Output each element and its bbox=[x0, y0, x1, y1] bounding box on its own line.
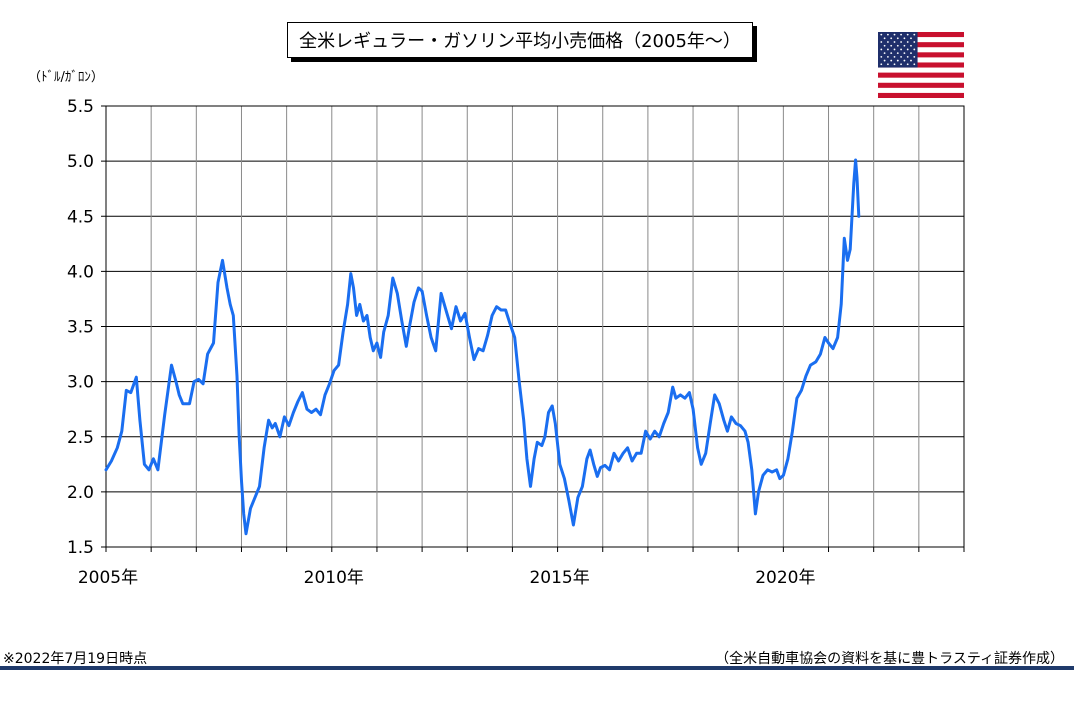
y-tick-label: 5.5 bbox=[67, 97, 94, 117]
flag-star bbox=[913, 33, 916, 36]
axes bbox=[101, 105, 965, 552]
x-tick-label: 2010年 bbox=[304, 568, 364, 588]
y-tick-label: 4.5 bbox=[67, 207, 94, 227]
flag-star bbox=[890, 52, 893, 55]
flag-stripe bbox=[878, 82, 964, 88]
flag-star bbox=[887, 48, 889, 51]
x-tick-label: 2005年 bbox=[78, 568, 138, 588]
flag-star bbox=[893, 55, 896, 58]
y-tick-label: 2.0 bbox=[67, 483, 94, 503]
flag-star bbox=[883, 59, 886, 62]
flag-stripe bbox=[878, 42, 964, 48]
flag-star bbox=[913, 63, 916, 66]
flag-star bbox=[887, 41, 889, 43]
line-chart: 1.5 2.0 2.5 3.0 3.5 4.0 4.5 5.0 5.5 2005年 2010年 201… bbox=[67, 97, 965, 588]
flag-star bbox=[893, 63, 896, 66]
flag-star bbox=[890, 44, 893, 47]
flag-star bbox=[893, 41, 896, 43]
flag-star bbox=[900, 48, 902, 51]
gasoline-price-line bbox=[104, 158, 861, 536]
x-tick-label: 2015年 bbox=[529, 568, 589, 588]
flag-stripe bbox=[878, 62, 964, 68]
y-tick-label: 3.0 bbox=[67, 373, 94, 393]
flag-star bbox=[906, 41, 909, 43]
flag-stripe bbox=[878, 52, 964, 58]
y-tick-label: 2.5 bbox=[67, 428, 94, 448]
flag-star bbox=[896, 59, 899, 62]
flag-star bbox=[896, 37, 899, 40]
flag-star bbox=[910, 44, 912, 47]
chart-title: 全米レギュラー・ガソリン平均小売価格（2005年～） bbox=[287, 22, 753, 58]
flag-star bbox=[880, 55, 883, 58]
flag-star bbox=[900, 41, 902, 43]
date-footnote: ※2022年7月19日時点 bbox=[3, 651, 148, 667]
flag-star bbox=[900, 55, 902, 58]
flag-star bbox=[887, 63, 889, 66]
flag-star bbox=[883, 52, 886, 55]
flag-star bbox=[893, 33, 896, 36]
flag-star bbox=[910, 52, 912, 55]
flag-star bbox=[880, 48, 883, 51]
flag-star bbox=[883, 37, 886, 40]
flag-star bbox=[910, 59, 912, 62]
flag-star bbox=[903, 37, 906, 40]
flag-star bbox=[893, 48, 896, 51]
flag-star bbox=[913, 55, 916, 58]
flag-star bbox=[880, 63, 883, 66]
flag-star bbox=[887, 55, 889, 58]
flag-stripe bbox=[878, 32, 964, 38]
x-tick-label: 2020年 bbox=[755, 568, 815, 588]
y-tick-label: 3.5 bbox=[67, 318, 94, 338]
flag-star bbox=[896, 52, 899, 55]
y-tick-label: 5.0 bbox=[67, 152, 94, 172]
flag-star bbox=[903, 59, 906, 62]
flag-star bbox=[913, 41, 916, 43]
y-axis-unit-label: （ﾄﾞﾙ/ｶﾞﾛﾝ） bbox=[28, 70, 104, 85]
flag-star bbox=[903, 52, 906, 55]
tick-labels: 1.5 2.0 2.5 3.0 3.5 4.0 4.5 5.0 5.5 2005年 2010年 201… bbox=[67, 97, 816, 588]
flag-star bbox=[906, 55, 909, 58]
flag-star bbox=[887, 33, 889, 36]
flag-stripe bbox=[878, 72, 964, 78]
y-tick-label: 4.0 bbox=[67, 262, 94, 282]
source-footnote: （全米自動車協会の資料を基に豊トラスティ証券作成） bbox=[715, 651, 1064, 667]
bottom-divider bbox=[0, 666, 1074, 670]
flag-star bbox=[880, 41, 883, 43]
flag-star bbox=[903, 44, 906, 47]
flag-star bbox=[906, 33, 909, 36]
flag-star bbox=[880, 33, 883, 36]
flag-star bbox=[913, 48, 916, 51]
flag-star bbox=[896, 44, 899, 47]
y-tick-label: 1.5 bbox=[67, 538, 94, 558]
flag-stripe bbox=[878, 92, 964, 98]
flag-star bbox=[906, 48, 909, 51]
flag-star bbox=[890, 59, 893, 62]
flag-star bbox=[890, 37, 893, 40]
flag-star bbox=[910, 37, 912, 40]
us-flag-icon bbox=[878, 32, 964, 98]
series-layer bbox=[104, 158, 861, 536]
flag-star bbox=[900, 63, 902, 66]
flag-star bbox=[906, 63, 909, 66]
flag-star bbox=[883, 44, 886, 47]
flag-star bbox=[900, 33, 902, 36]
